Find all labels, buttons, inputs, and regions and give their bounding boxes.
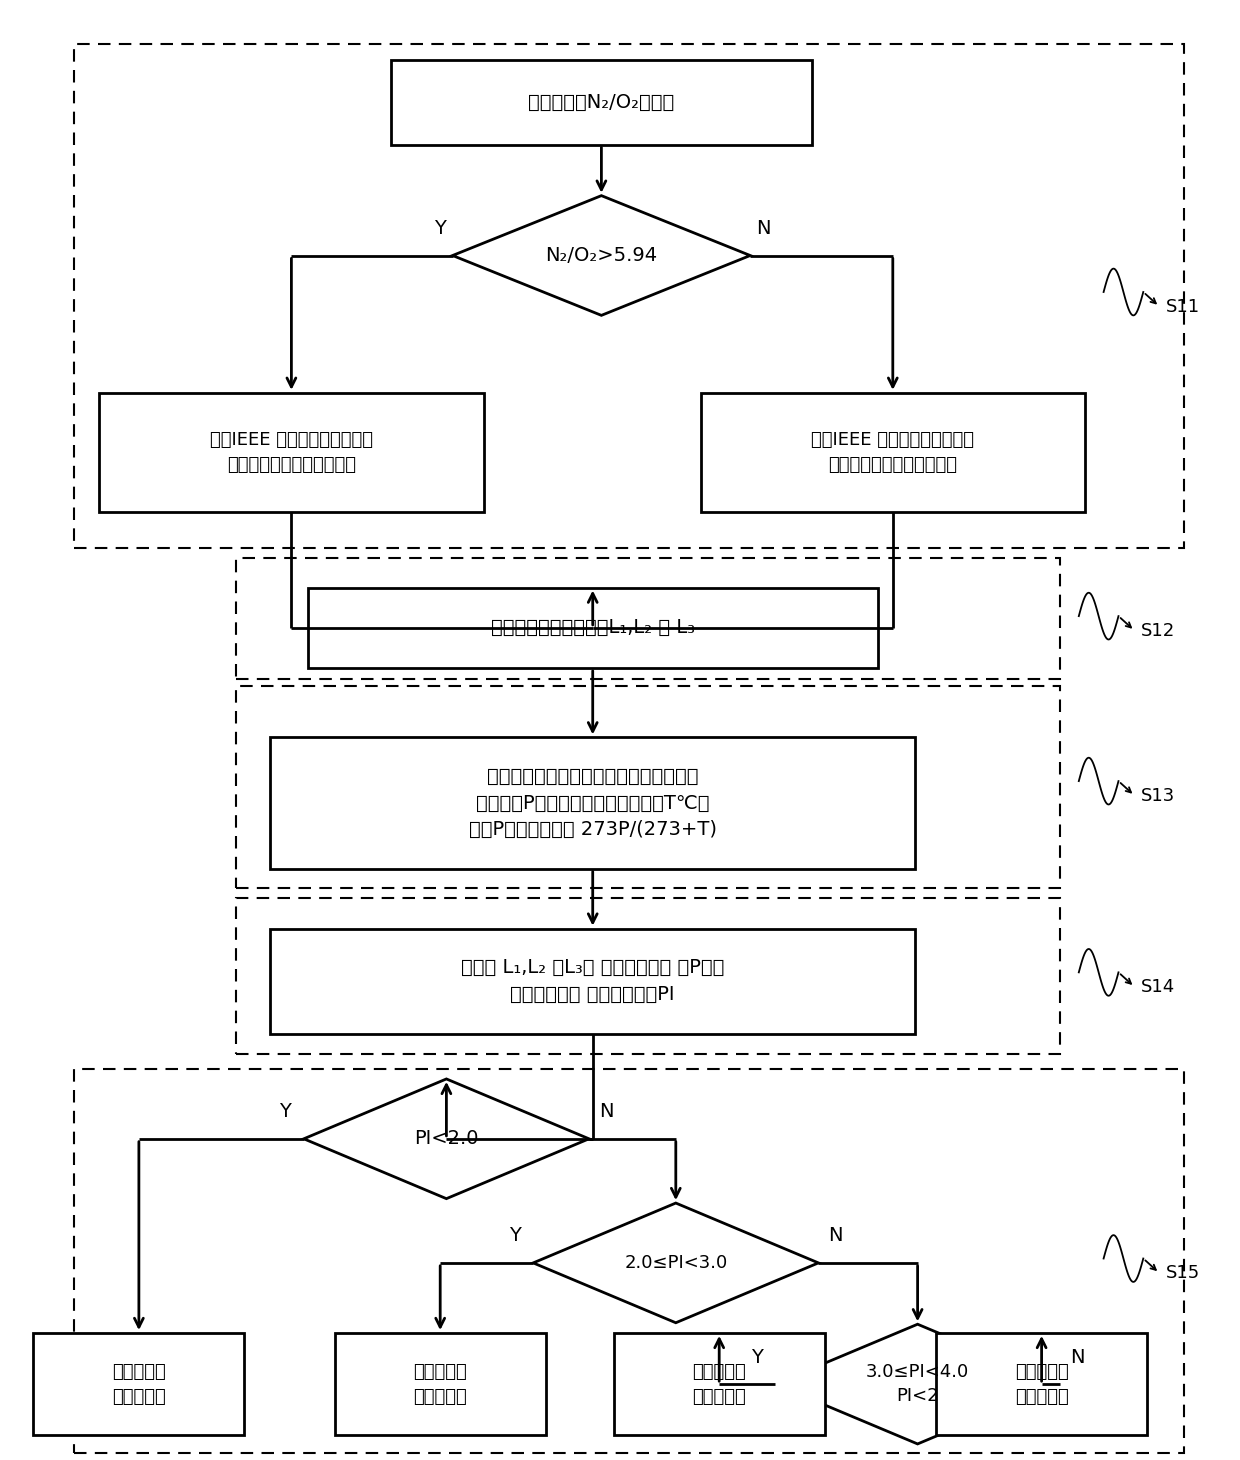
Text: 2.0≤PI<3.0: 2.0≤PI<3.0 <box>624 1254 728 1272</box>
Text: N: N <box>756 219 771 238</box>
Text: N: N <box>828 1226 843 1245</box>
Bar <box>391 60 812 145</box>
Polygon shape <box>304 1079 589 1199</box>
Bar <box>614 1333 825 1435</box>
Text: 由阈值 L₁,L₂ 和L₃及 故障能量强度 值P，计
算变压器故障 能量强度指数PI: 由阈值 L₁,L₂ 和L₃及 故障能量强度 值P，计 算变压器故障 能量强度指数… <box>461 958 724 1004</box>
Text: S12: S12 <box>1141 622 1176 639</box>
Bar <box>270 929 915 1034</box>
Text: N: N <box>1070 1348 1085 1367</box>
Text: 3.0≤PI<4.0
PI<2: 3.0≤PI<4.0 PI<2 <box>866 1364 970 1405</box>
Polygon shape <box>533 1203 818 1323</box>
Bar <box>936 1333 1147 1435</box>
Bar <box>236 898 1060 1054</box>
Text: Y: Y <box>434 219 446 238</box>
Bar <box>74 44 1184 548</box>
Bar <box>236 558 1060 679</box>
Text: 计算故障能量强度阈值L₁,L₂ 和 L₃: 计算故障能量强度阈值L₁,L₂ 和 L₃ <box>491 618 694 638</box>
Bar <box>308 587 878 669</box>
Text: S15: S15 <box>1166 1264 1200 1282</box>
Text: 安全等级处
于严重状态: 安全等级处 于严重状态 <box>1014 1362 1069 1406</box>
Bar <box>701 393 1085 512</box>
Text: 计算变压器N₂/O₂的比值: 计算变压器N₂/O₂的比值 <box>528 92 675 112</box>
Text: N₂/O₂>5.94: N₂/O₂>5.94 <box>546 245 657 266</box>
Text: S13: S13 <box>1141 787 1176 804</box>
Text: S11: S11 <box>1166 298 1200 315</box>
Text: 安全等级处
于注意状态: 安全等级处 于注意状态 <box>413 1362 467 1406</box>
Text: PI<2.0: PI<2.0 <box>414 1129 479 1149</box>
Text: 采用IEEE 低含氧变压器或人工
给定四种溶解气体安全阈值: 采用IEEE 低含氧变压器或人工 给定四种溶解气体安全阈值 <box>210 431 373 474</box>
Text: Y: Y <box>750 1348 763 1367</box>
Text: Y: Y <box>279 1102 291 1121</box>
Text: 安全等级处
于正常状态: 安全等级处 于正常状态 <box>112 1362 166 1406</box>
Text: N: N <box>599 1102 614 1121</box>
Text: 根据变压器四种溶解气体含量计算其故障
能量强度P，当变压器温度为非零的T℃，
强度P值需要修正为 273P/(273+T): 根据变压器四种溶解气体含量计算其故障 能量强度P，当变压器温度为非零的T℃， 强… <box>469 766 717 839</box>
Bar <box>335 1333 546 1435</box>
Text: S14: S14 <box>1141 978 1176 996</box>
Bar <box>270 737 915 869</box>
Polygon shape <box>775 1324 1060 1444</box>
Text: 安全等级处
于异常状态: 安全等级处 于异常状态 <box>692 1362 746 1406</box>
Bar <box>236 686 1060 888</box>
Polygon shape <box>453 196 750 315</box>
Text: 采用IEEE 高含氧变压器或人工
给定四种溶解气体安全阈值: 采用IEEE 高含氧变压器或人工 给定四种溶解气体安全阈值 <box>811 431 975 474</box>
Bar <box>99 393 484 512</box>
Text: Y: Y <box>508 1226 521 1245</box>
Bar <box>33 1333 244 1435</box>
Bar <box>74 1069 1184 1453</box>
